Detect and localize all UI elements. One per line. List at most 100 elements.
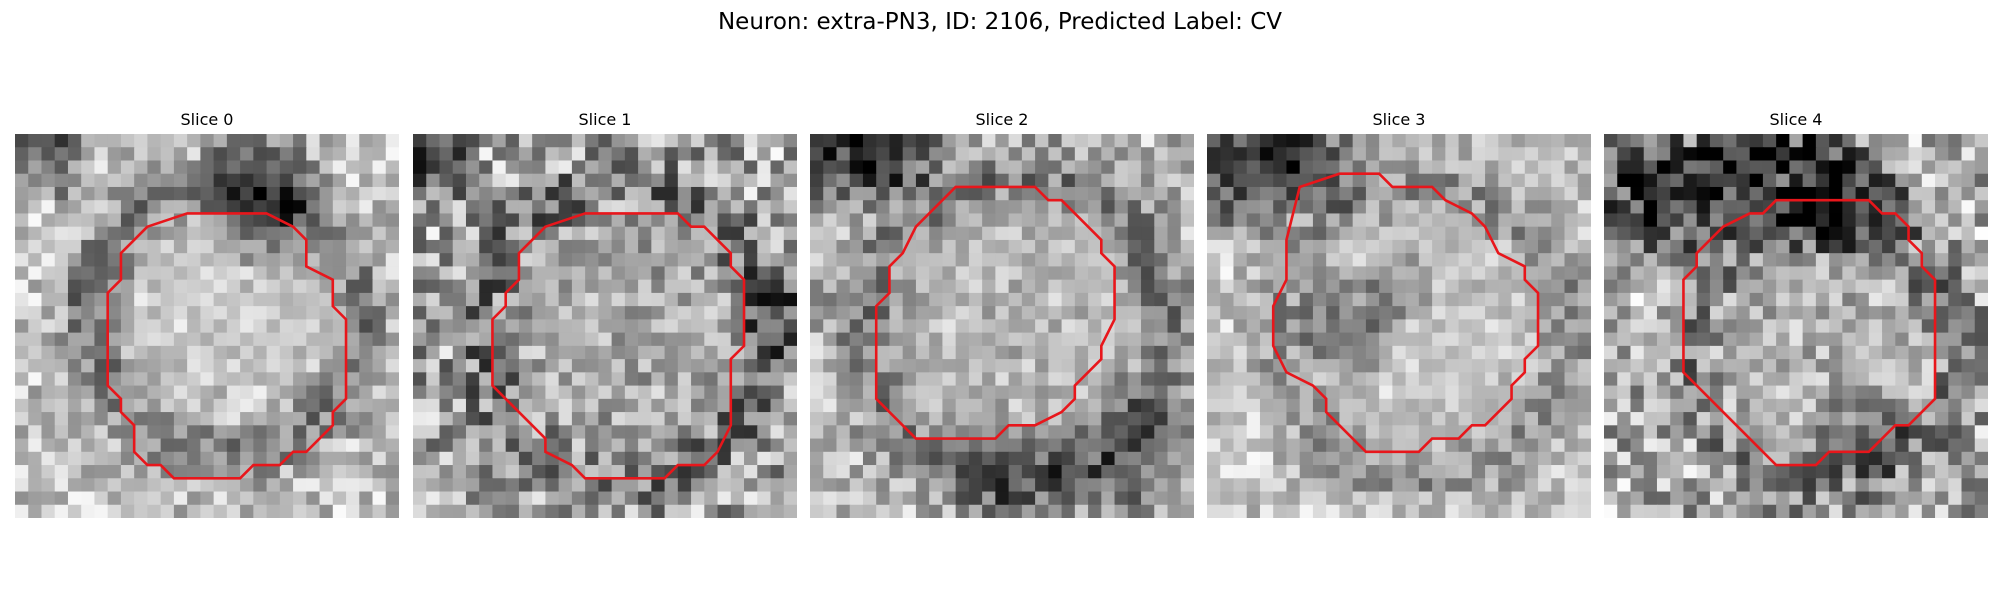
image-pixel <box>677 306 692 320</box>
image-pixel <box>1379 200 1393 215</box>
image-pixel <box>465 491 480 506</box>
image-pixel <box>1935 345 1949 360</box>
image-pixel <box>1365 385 1380 400</box>
image-pixel <box>1312 319 1327 334</box>
image-pixel <box>28 147 43 162</box>
image-pixel <box>1167 279 1182 294</box>
image-pixel <box>1458 147 1473 162</box>
image-pixel <box>1961 425 1976 440</box>
image-pixel <box>1458 186 1473 201</box>
image-pixel <box>1709 186 1724 201</box>
image-pixel <box>1617 385 1632 400</box>
image-pixel <box>279 279 294 294</box>
image-pixel <box>849 306 864 320</box>
image-pixel <box>134 239 149 254</box>
image-pixel <box>253 332 268 347</box>
image-pixel <box>876 451 891 466</box>
image-pixel <box>160 385 175 400</box>
image-pixel <box>704 372 719 387</box>
image-pixel <box>1630 147 1645 162</box>
image-pixel <box>426 372 441 387</box>
image-pixel <box>929 332 944 347</box>
image-pixel <box>266 385 281 400</box>
image-pixel <box>955 186 970 201</box>
image-pixel <box>1167 292 1182 307</box>
image-pixel <box>1974 465 1988 479</box>
image-pixel <box>810 279 824 294</box>
image-pixel <box>1207 345 1221 360</box>
image-pixel <box>240 134 254 148</box>
image-pixel <box>1789 266 1804 281</box>
image-pixel <box>1074 319 1089 334</box>
image-pixel <box>1048 491 1063 506</box>
image-pixel <box>1815 186 1830 201</box>
image-pixel <box>107 345 122 360</box>
image-pixel <box>1498 504 1513 518</box>
image-pixel <box>1749 306 1764 320</box>
image-pixel <box>279 253 294 268</box>
image-pixel <box>1233 359 1248 373</box>
image-pixel <box>624 160 639 175</box>
image-pixel <box>611 465 626 479</box>
image-pixel <box>293 213 307 228</box>
image-pixel <box>915 160 930 175</box>
image-pixel <box>1432 359 1446 373</box>
image-pixel <box>1736 319 1751 334</box>
image-pixel <box>1485 372 1499 387</box>
image-pixel <box>505 451 520 466</box>
image-pixel <box>518 213 533 228</box>
image-pixel <box>1696 478 1711 493</box>
image-pixel <box>1445 412 1460 426</box>
image-pixel <box>1061 160 1076 175</box>
image-pixel <box>1617 306 1632 320</box>
image-pixel <box>226 345 241 360</box>
image-pixel <box>1974 504 1988 518</box>
image-pixel <box>902 372 917 387</box>
image-pixel <box>1908 173 1923 188</box>
image-pixel <box>1868 226 1883 241</box>
image-pixel <box>1326 385 1341 400</box>
image-pixel <box>915 504 930 518</box>
image-pixel <box>1498 438 1513 453</box>
image-pixel <box>160 491 175 506</box>
image-pixel <box>1154 332 1169 347</box>
image-pixel <box>1908 491 1923 506</box>
image-pixel <box>717 345 732 360</box>
image-pixel <box>120 345 135 360</box>
image-pixel <box>41 465 56 479</box>
image-pixel <box>1656 279 1671 294</box>
image-pixel <box>1656 412 1671 426</box>
image-pixel <box>571 412 586 426</box>
image-pixel <box>1445 292 1460 307</box>
image-pixel <box>1207 134 1221 148</box>
image-pixel <box>173 425 188 440</box>
image-pixel <box>1868 345 1883 360</box>
image-pixel <box>1101 134 1116 148</box>
image-pixel <box>1524 425 1539 440</box>
image-pixel <box>1749 398 1764 413</box>
image-pixel <box>1617 398 1632 413</box>
image-pixel <box>717 266 732 281</box>
image-pixel <box>730 412 745 426</box>
image-pixel <box>439 134 454 148</box>
image-pixel <box>1180 292 1194 307</box>
image-pixel <box>1895 173 1910 188</box>
image-pixel <box>147 332 162 347</box>
image-pixel <box>849 279 864 294</box>
image-pixel <box>1048 332 1063 347</box>
image-pixel <box>1974 438 1988 453</box>
image-pixel <box>902 345 917 360</box>
image-pixel <box>54 239 69 254</box>
image-pixel <box>611 160 626 175</box>
image-pixel <box>1604 319 1618 334</box>
image-pixel <box>1776 226 1790 241</box>
image-pixel <box>982 319 996 334</box>
image-pixel <box>651 266 666 281</box>
image-pixel <box>1445 147 1460 162</box>
image-pixel <box>1815 359 1830 373</box>
image-pixel <box>413 147 427 162</box>
image-pixel <box>717 385 732 400</box>
image-pixel <box>1392 306 1407 320</box>
image-pixel <box>1220 279 1235 294</box>
image-pixel <box>41 372 56 387</box>
